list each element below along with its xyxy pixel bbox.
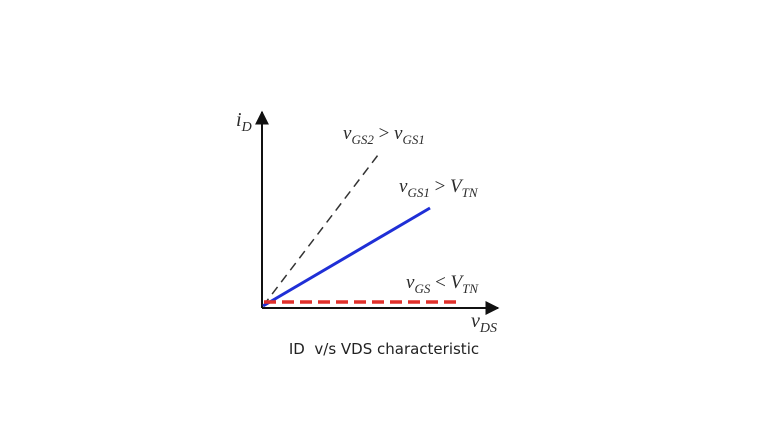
curve-cutoff-label-v1-sub: GS [414, 281, 430, 296]
x-axis-label-sub: DS [479, 321, 497, 336]
curve-vgs2-label-v1: v [343, 123, 352, 144]
curve-cutoff-label-v1: v [406, 272, 415, 293]
x-axis-label: vDS [471, 310, 497, 336]
curve-vgs1-label-v2: V [450, 176, 464, 197]
curve-vgs2-label-v1-sub: GS2 [351, 132, 374, 147]
curve-vgs1-label-v1: v [399, 176, 408, 197]
y-axis-label-main: i [236, 109, 242, 131]
y-axis-label: iD [236, 109, 252, 135]
curve-vgs1-label-v1-sub: GS1 [407, 185, 429, 200]
curve-vgs2-label: vGS2 > vGS1 [343, 123, 425, 147]
curve-cutoff-label: vGS < VTN [406, 272, 479, 296]
diagram-caption: ID v/s VDS characteristic [289, 340, 479, 358]
curve-vgs2-label-v2-sub: GS1 [402, 132, 424, 147]
curve-vgs1-label: vGS1 > VTN [399, 176, 479, 200]
curve-cutoff-label-v2-sub: TN [462, 281, 479, 296]
y-axis-label-sub: D [241, 120, 252, 135]
curve-vgs1-label-v2-sub: TN [462, 185, 479, 200]
curve-cutoff-label-v2: V [451, 272, 465, 293]
curve-vgs1-solid-line [262, 206, 431, 308]
curve-vgs2-label-v2: v [394, 123, 403, 144]
curve-cutoff-label-op: < [430, 272, 450, 293]
curve-vgs2-label-op: > [374, 123, 394, 144]
curve-vgs2-dashed-line [262, 154, 379, 307]
x-axis-label-main: v [471, 310, 480, 332]
curve-vgs1-label-op: > [430, 176, 450, 197]
